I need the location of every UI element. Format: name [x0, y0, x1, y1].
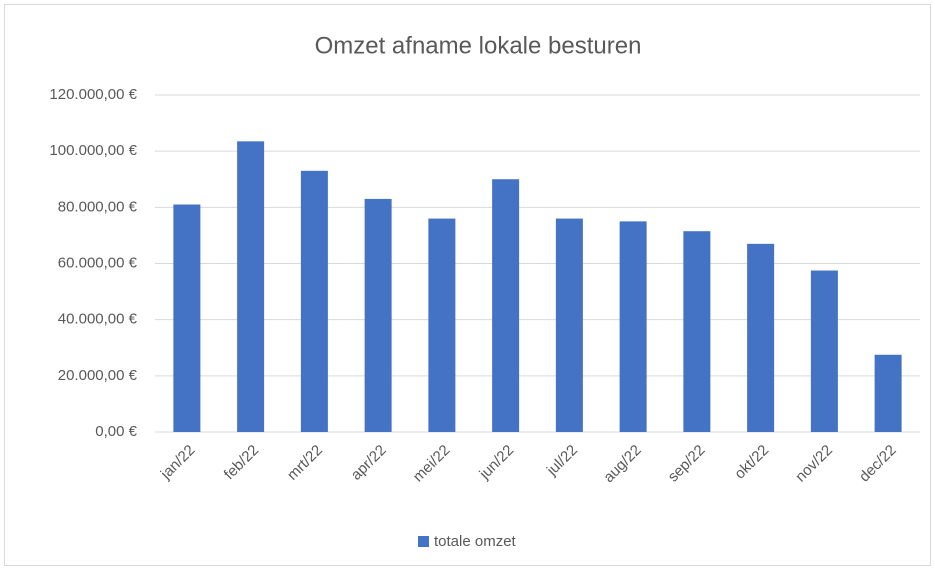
bar — [555, 218, 583, 432]
bar — [619, 221, 647, 432]
legend-label: totale omzet — [434, 533, 517, 550]
bar — [810, 270, 838, 432]
bar — [683, 231, 711, 432]
chart-border — [4, 4, 931, 566]
legend-swatch — [418, 536, 429, 547]
y-tick-label: 120.000,00 € — [49, 86, 137, 103]
bar — [874, 354, 902, 432]
bar — [237, 141, 265, 432]
y-tick-label: 0,00 € — [95, 423, 137, 440]
chart-title: Omzet afname lokale besturen — [315, 32, 642, 59]
bar — [173, 204, 201, 432]
y-tick-label: 80.000,00 € — [58, 198, 138, 215]
y-tick-label: 20.000,00 € — [58, 367, 138, 384]
bar — [428, 218, 456, 432]
y-tick-label: 60.000,00 € — [58, 254, 138, 271]
bar — [747, 243, 775, 432]
bar — [300, 170, 328, 432]
bar — [364, 198, 392, 432]
bar — [492, 179, 520, 432]
y-tick-label: 40.000,00 € — [58, 311, 138, 328]
y-tick-label: 100.000,00 € — [49, 142, 137, 159]
